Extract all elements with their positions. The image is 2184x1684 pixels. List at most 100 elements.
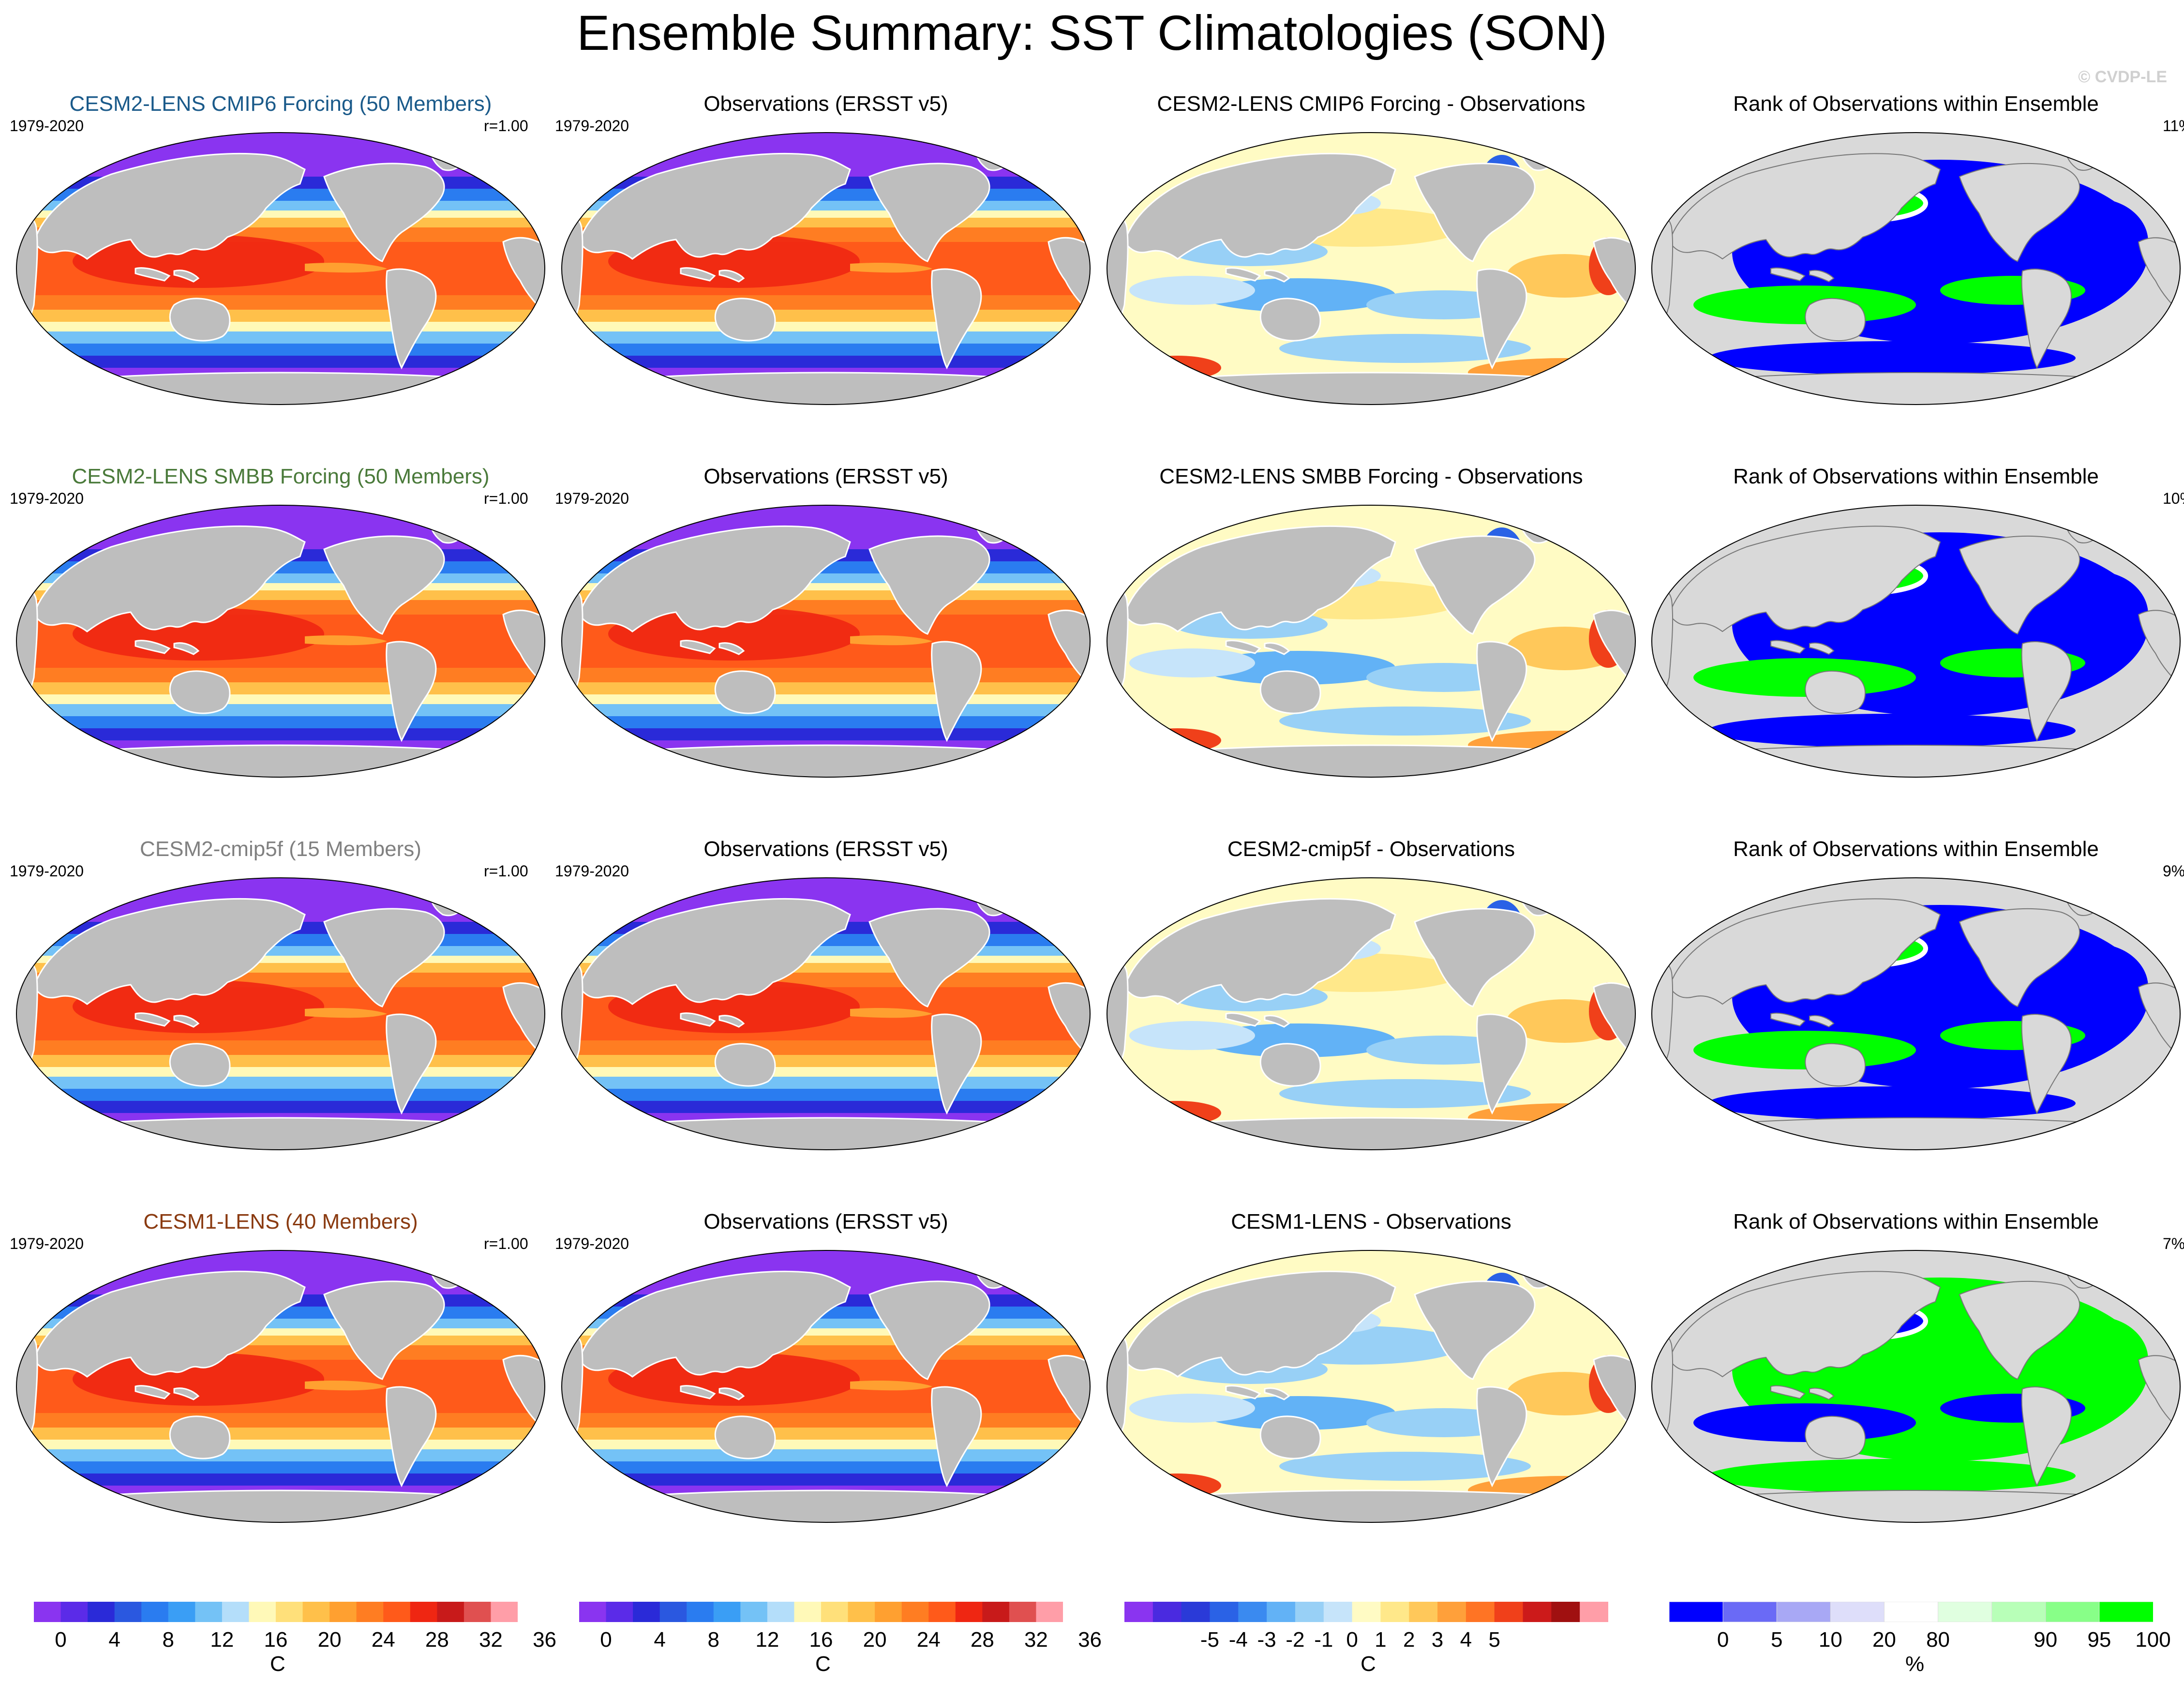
- colorbar-swatch: [1466, 1602, 1495, 1622]
- colorbar-swatch: [1238, 1602, 1267, 1622]
- sst-band: [16, 295, 545, 310]
- atlantic-warm-region: [397, 615, 523, 653]
- pattern-correlation-label: r=1.00: [484, 1235, 528, 1252]
- colorbar-swatch: [1352, 1602, 1381, 1622]
- diff-panel-title: CESM2-LENS CMIP6 Forcing - Observations: [1157, 92, 1586, 116]
- obs-panel-title: Observations (ERSST v5): [703, 92, 948, 116]
- antarctica-landmass: [43, 372, 518, 405]
- ensemble-panel-title: CESM2-LENS SMBB Forcing (50 Members): [72, 465, 490, 488]
- colorbar-swatch: [1409, 1602, 1438, 1622]
- sst-band: [16, 356, 545, 368]
- westAfrica-landmass: [1047, 609, 1090, 689]
- period-label: 1979-2020: [10, 862, 84, 880]
- indonesia-landmass: [1225, 1012, 1290, 1028]
- ensemble-panel-title: CESM1-LENS (40 Members): [143, 1210, 418, 1233]
- europeAfrica-landmass: [1107, 960, 1129, 1085]
- indonesia-landmass: [1225, 1385, 1290, 1400]
- obs-panel-title: Observations (ERSST v5): [703, 1210, 948, 1233]
- map-border: [1107, 132, 1636, 405]
- sst-band: [562, 310, 1090, 322]
- europeAfrica-landmass: [562, 587, 583, 713]
- colorbar-swatch: [1830, 1602, 1885, 1622]
- colorbar-swatch: [88, 1602, 115, 1622]
- europeAfrica-landmass: [16, 214, 38, 340]
- sst-band: [562, 1055, 1090, 1067]
- colorbar-swatch: [383, 1602, 411, 1622]
- rank-region: [1708, 714, 2076, 748]
- europeAfrica-landmass: [562, 1332, 583, 1458]
- namerica-landmass: [1414, 535, 1536, 635]
- namerica-landmass: [1414, 1280, 1536, 1380]
- colorbar-swatch: [437, 1602, 464, 1622]
- indonesia-landmass: [135, 267, 200, 283]
- colorbar-swatch: [1124, 1602, 1153, 1622]
- rank-percent-label: 11%: [2163, 117, 2184, 135]
- colorbar-tick-label: 28: [970, 1628, 994, 1652]
- indonesia-landmass: [680, 1385, 745, 1400]
- indonesia-landmass: [1770, 640, 1835, 655]
- australia-landmass: [1805, 670, 1866, 714]
- indonesia-landmass: [135, 640, 200, 655]
- colorbar-swatch: [1036, 1602, 1063, 1622]
- sst-band: [562, 1040, 1090, 1055]
- figure-title: Ensemble Summary: SST Climatologies (SON…: [577, 5, 1607, 60]
- colorbar-swatch: [848, 1602, 875, 1622]
- colorbar-swatch: [794, 1602, 822, 1622]
- rank-percent-label: 7%: [2163, 1235, 2184, 1252]
- sst-band: [16, 1089, 545, 1101]
- sst-band: [562, 1474, 1090, 1486]
- westAfrica-landmass: [1047, 982, 1090, 1062]
- australia-landmass: [169, 670, 231, 714]
- asia-landmass: [1123, 152, 1396, 260]
- diff-map: [1107, 505, 1636, 778]
- australia-landmass: [1259, 1043, 1321, 1087]
- asia-landmass: [1123, 1270, 1396, 1378]
- europeAfrica-landmass: [16, 1332, 38, 1458]
- colorbar-swatch: [1009, 1602, 1036, 1622]
- colorbar-tick-label: 36: [1078, 1628, 1102, 1652]
- rank-map: [1651, 877, 2181, 1150]
- colorbar-swatch: [1494, 1602, 1524, 1622]
- antarctica-landmass: [1134, 372, 1609, 405]
- map-border: [1107, 505, 1636, 778]
- map-border: [1107, 877, 1636, 1150]
- atlantic-warm-region: [942, 1360, 1068, 1398]
- rank-region: [1708, 341, 2076, 375]
- rank-map: [1651, 1250, 2181, 1523]
- sst-band: [562, 1077, 1090, 1089]
- colorbar-swatch: [491, 1602, 518, 1622]
- warm-pool: [73, 607, 324, 661]
- colorbar-tick-label: 20: [863, 1628, 887, 1652]
- westAfrica-landmass: [1593, 982, 1635, 1062]
- colorbar-swatch: [1437, 1602, 1466, 1622]
- diff-map: [1107, 132, 1636, 405]
- anomaly-region: [1279, 334, 1531, 363]
- europeAfrica-landmass: [16, 587, 38, 713]
- antarctica-landmass: [588, 1489, 1063, 1522]
- cold-tongue: [305, 1381, 387, 1391]
- sst-band: [16, 1413, 545, 1428]
- asia-landmass: [578, 525, 851, 632]
- colorbar-swatch: [928, 1602, 956, 1622]
- asia-landmass: [578, 152, 851, 260]
- map-border: [16, 1250, 545, 1523]
- cold-tongue: [305, 1008, 387, 1018]
- colorbar-swatch: [1152, 1602, 1182, 1622]
- obs-map: [561, 877, 1091, 1150]
- sst-band: [562, 694, 1090, 704]
- colorbar-swatch: [276, 1602, 303, 1622]
- sst-band: [16, 1040, 545, 1055]
- period-label: 1979-2020: [555, 862, 629, 880]
- westAfrica-landmass: [1593, 1354, 1635, 1434]
- colorbar-tick-label: 0: [1346, 1628, 1358, 1652]
- colorbar: [1669, 1602, 2153, 1622]
- rank-region: [1693, 1031, 1916, 1069]
- antarctica-landmass: [1134, 1117, 1609, 1150]
- colorbar-swatch: [1884, 1602, 1939, 1622]
- map-border: [1107, 1250, 1636, 1523]
- colorbar-unit-label: C: [815, 1652, 831, 1676]
- rank-region: [2042, 1316, 2148, 1403]
- colorbar-tick-label: 5: [1488, 1628, 1500, 1652]
- colorbar-tick-label: 95: [2087, 1628, 2111, 1652]
- pattern-correlation-label: r=1.00: [484, 862, 528, 880]
